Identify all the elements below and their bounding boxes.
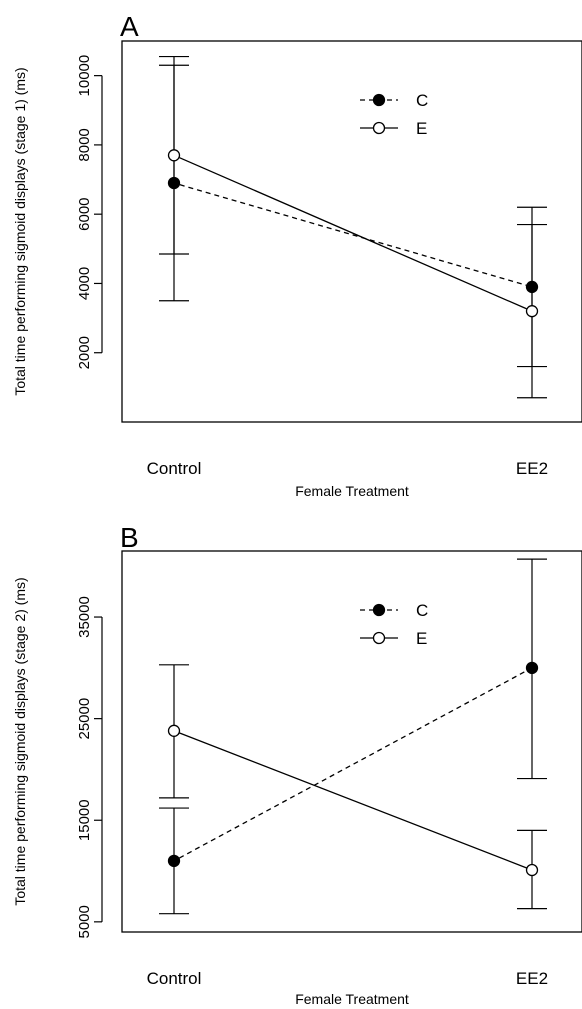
legend: CE xyxy=(360,91,428,138)
y-tick-label: 6000 xyxy=(76,197,93,230)
x-category-label: Control xyxy=(147,459,202,478)
data-point-c xyxy=(525,661,539,674)
legend-label: C xyxy=(416,601,428,620)
legend-marker-e xyxy=(372,121,386,135)
legend-label: C xyxy=(416,91,428,110)
y-tick-label: 5000 xyxy=(76,905,93,938)
data-point-e xyxy=(167,724,181,737)
chart-panel-b: B 5000 15000 25000 35000 Total time performin… xyxy=(12,522,582,1007)
data-point-c xyxy=(167,854,181,868)
y-axis-title: Total time performing sigmoid displays (… xyxy=(12,67,28,395)
panel-label: A xyxy=(120,11,139,42)
series-line-c xyxy=(178,670,528,859)
panel-label: B xyxy=(120,522,139,553)
legend-marker-c xyxy=(372,603,386,617)
y-tick-label: 2000 xyxy=(76,336,93,369)
y-tick-label: 15000 xyxy=(76,799,93,841)
y-tick-label: 25000 xyxy=(76,698,93,740)
y-tick-label: 4000 xyxy=(76,267,93,300)
data-point-e xyxy=(167,149,181,162)
legend-marker-c xyxy=(372,93,386,107)
x-axis-title: Female Treatment xyxy=(295,483,409,499)
y-tick-label: 8000 xyxy=(76,128,93,161)
series-line-e xyxy=(179,157,527,310)
x-category-label: Control xyxy=(147,969,202,988)
legend-label: E xyxy=(416,629,427,648)
legend-marker-e xyxy=(372,631,386,645)
legend-label: E xyxy=(416,119,427,138)
error-bar xyxy=(517,206,547,368)
y-axis-title: Total time performing sigmoid displays (… xyxy=(12,577,28,905)
y-tick-label: 10000 xyxy=(76,55,93,97)
x-axis-title: Female Treatment xyxy=(295,991,409,1007)
plot-frame xyxy=(121,40,582,423)
series-line-e xyxy=(179,732,527,869)
x-category-label: EE2 xyxy=(516,459,548,478)
chart-panel-a: A 2000 4000 6000 8000 10000 Total time perform… xyxy=(12,11,582,499)
x-category-label: EE2 xyxy=(516,969,548,988)
y-tick-label: 35000 xyxy=(76,596,93,638)
legend: CE xyxy=(360,601,428,648)
series-line-c xyxy=(179,184,527,286)
data-point-e xyxy=(525,305,539,318)
plot-frame xyxy=(121,550,582,933)
data-point-e xyxy=(525,863,539,877)
